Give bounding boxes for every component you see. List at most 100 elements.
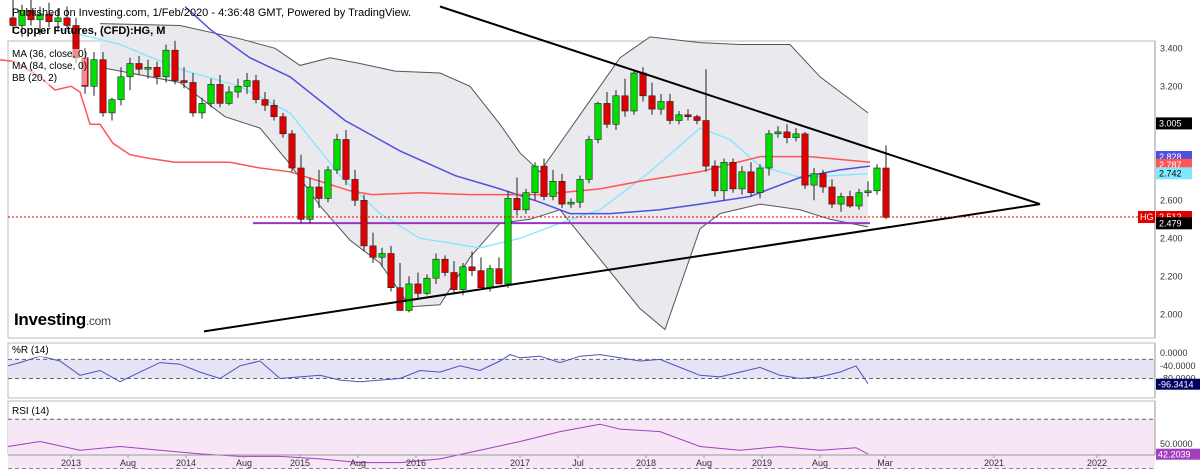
- candle-body: [234, 86, 242, 93]
- time-tick-label: Jul: [572, 458, 584, 468]
- wpr-value-badge-bg: [1156, 378, 1200, 390]
- candle-body: [621, 95, 629, 112]
- candle-body: [198, 103, 206, 114]
- time-tick-label: 2013: [61, 458, 81, 468]
- candle-body: [153, 67, 161, 78]
- candle-body: [324, 169, 332, 199]
- candle-body: [396, 287, 404, 311]
- candle-body: [54, 17, 62, 22]
- bb-basis-line: [59, 28, 869, 249]
- candle-body: [612, 95, 620, 125]
- candle-body: [846, 196, 854, 207]
- candle-body: [270, 105, 278, 118]
- candle-body: [837, 196, 845, 205]
- rsi-tick-label: 50.0000: [1160, 439, 1193, 449]
- candle-body: [693, 116, 701, 121]
- candle-body: [486, 268, 494, 289]
- candle-body: [648, 95, 656, 110]
- time-tick-label: Mar: [877, 458, 893, 468]
- prev-close-badge: 3.005: [1159, 118, 1182, 128]
- time-tick-label: Aug: [696, 458, 712, 468]
- candle-body: [576, 179, 584, 203]
- candle-body: [630, 72, 638, 112]
- candle-body: [261, 99, 269, 106]
- bb-legend[interactable]: BB (20, 2): [12, 73, 58, 84]
- candle-body: [207, 84, 215, 104]
- investing-logo: Investing.com: [14, 310, 111, 330]
- candle-body: [810, 173, 818, 186]
- candle-body: [387, 253, 395, 289]
- candle-body: [306, 186, 314, 220]
- candle-body: [432, 258, 440, 279]
- candle-body: [216, 84, 224, 104]
- williams-r-legend[interactable]: %R (14): [12, 345, 49, 357]
- candle-body: [801, 133, 809, 186]
- candle-body: [675, 114, 683, 121]
- candle-body: [585, 139, 593, 180]
- time-tick-label: Aug: [350, 458, 366, 468]
- candle-body: [864, 190, 872, 194]
- logo-suffix: .com: [85, 314, 111, 328]
- ma84-line: [184, 5, 871, 215]
- wpr-band: [8, 359, 1155, 379]
- candle-body: [288, 133, 296, 169]
- price-tick-label: 2.400: [1160, 233, 1183, 243]
- candle-body: [783, 131, 791, 138]
- candle-body: [9, 17, 17, 26]
- candle-body: [459, 266, 467, 290]
- price-tick-label: 2.000: [1160, 309, 1183, 319]
- price-tick-label: 2.200: [1160, 271, 1183, 281]
- candle-body: [99, 59, 107, 114]
- wpr-line: [7, 354, 869, 384]
- candle-body: [117, 76, 125, 100]
- candle-body: [351, 179, 359, 201]
- candle-body: [540, 165, 548, 197]
- candle-body: [297, 167, 305, 220]
- candle-body: [126, 63, 134, 78]
- candle-body: [18, 10, 26, 26]
- candle-body: [855, 192, 863, 207]
- chart-title: Copper Futures, (CFD):HG, M: [12, 25, 166, 37]
- candle-body: [819, 173, 827, 188]
- price-tick-label: 2.600: [1160, 195, 1183, 205]
- indicator-legend: MA (36, close, 0) MA (84, close, 0) BB (…: [12, 49, 88, 85]
- publish-info: Published on Investing.com, 1/Feb/2020 -…: [12, 7, 412, 19]
- candle-body: [180, 80, 188, 83]
- support-level-badge: 2.479: [1159, 218, 1182, 228]
- candle-body: [729, 162, 737, 190]
- price-tick-label: 3.400: [1160, 43, 1183, 53]
- time-tick-label: 2017: [510, 458, 530, 468]
- support-level-badge-bg: [1156, 217, 1192, 230]
- candle-body: [27, 10, 35, 21]
- last-price-badge-tag-bg: [1138, 211, 1155, 223]
- time-tick-label: 2015: [290, 458, 310, 468]
- candle-body: [594, 103, 602, 140]
- rsi-legend[interactable]: RSI (14): [12, 406, 50, 418]
- candle-body: [774, 131, 782, 135]
- candle-body: [414, 283, 422, 294]
- candle-body: [108, 99, 116, 114]
- time-tick-label: 2022: [1087, 458, 1107, 468]
- ma36-legend[interactable]: MA (36, close, 0): [12, 49, 88, 60]
- time-axis: 2013 Aug 2014 Aug 2015 Aug 2016 2017 Jul 2018 Aug 2…: [8, 454, 1155, 468]
- candle-body: [171, 49, 179, 81]
- candle-body: [450, 272, 458, 290]
- prev-close-badge-bg: [1156, 117, 1192, 130]
- candle-body: [522, 192, 530, 211]
- ma84-legend[interactable]: MA (84, close, 0): [12, 61, 88, 72]
- candle-body: [477, 270, 485, 289]
- candle-body: [657, 101, 665, 110]
- time-tick-label: Aug: [812, 458, 828, 468]
- candle-body: [603, 103, 611, 125]
- last-price-badge-tag: HG: [1140, 212, 1154, 222]
- candle-body: [405, 283, 413, 311]
- candle-body: [252, 80, 260, 100]
- logo-text: Investing: [14, 310, 86, 329]
- wpr-value-badge: -96.3414: [1158, 380, 1194, 390]
- candle-body: [558, 181, 566, 205]
- candle-body: [882, 167, 890, 218]
- candle-body: [369, 245, 377, 258]
- candle-body: [333, 139, 341, 171]
- time-tick-label: 2018: [636, 458, 656, 468]
